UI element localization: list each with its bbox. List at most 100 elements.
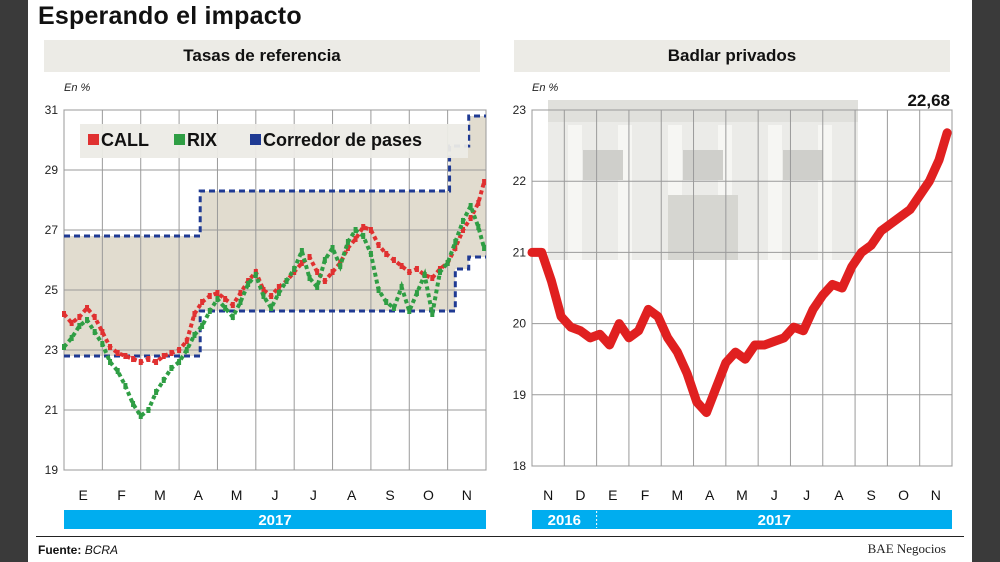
series-rix-point	[284, 278, 289, 284]
series-call-point	[307, 254, 312, 260]
building-photo	[548, 100, 858, 260]
series-rix-point	[77, 323, 82, 329]
series-call-point	[215, 290, 220, 296]
series-rix-point	[476, 224, 481, 230]
series-rix-point	[115, 368, 120, 374]
source-note: Fuente: BCRA	[38, 543, 118, 557]
series-rix-point	[315, 284, 320, 290]
series-call-point	[399, 263, 404, 269]
series-call-point	[123, 353, 128, 359]
series-rix-point	[422, 272, 427, 278]
month-label: J	[310, 487, 317, 503]
footer-rule	[36, 536, 964, 537]
month-label: N	[931, 487, 941, 503]
building-cornice	[548, 100, 858, 122]
series-call-point	[453, 245, 458, 251]
series-rix-point	[437, 269, 442, 275]
month-label: N	[543, 487, 553, 503]
series-rix-point	[246, 281, 251, 287]
y-tick-label: 22	[513, 174, 527, 188]
series-rix-point	[215, 296, 220, 302]
tasas-de-referencia-chart: 19 21 23 25 27 29 31 CALL RIX Corredor de pases E F…	[45, 103, 487, 529]
source-value: BCRA	[84, 543, 119, 557]
series-call-point	[261, 287, 266, 293]
series-rix-point	[146, 407, 151, 413]
series-rix-point	[138, 413, 143, 419]
month-label: M	[736, 487, 748, 503]
legend-swatch	[88, 134, 99, 145]
building-window	[783, 150, 823, 180]
month-label: J	[272, 487, 279, 503]
legend-entry: Corredor de pases	[263, 130, 422, 150]
series-rix-point	[460, 218, 465, 224]
series-rix-point	[307, 275, 312, 281]
month-label: N	[462, 487, 472, 503]
series-rix-point	[368, 251, 373, 257]
series-call-point	[315, 269, 320, 275]
series-call-point	[146, 356, 151, 362]
series-call-point	[238, 290, 243, 296]
y-tick-label: 27	[45, 223, 59, 237]
series-call-point	[230, 302, 235, 308]
building-column	[568, 125, 582, 260]
series-call-point	[476, 200, 481, 206]
series-rix-point	[276, 290, 281, 296]
series-call-point	[85, 305, 90, 311]
series-rix-point	[391, 305, 396, 311]
series-call-point	[391, 257, 396, 263]
series-rix-point	[330, 245, 335, 251]
series-call-point	[161, 353, 166, 359]
series-call-point	[276, 284, 281, 290]
series-call-point	[154, 359, 159, 365]
last-value-label: 22,68	[907, 91, 950, 110]
y-tick-label: 21	[45, 403, 59, 417]
series-rix-point	[376, 287, 381, 293]
series-rix-point	[92, 329, 97, 335]
series-rix-point	[62, 344, 66, 350]
series-rix-point	[108, 359, 113, 365]
building-window	[683, 150, 723, 180]
series-rix-point	[414, 290, 419, 296]
legend-swatch	[250, 134, 261, 145]
series-call-point	[353, 236, 358, 242]
building-door	[668, 195, 738, 260]
source-label: Fuente:	[38, 543, 82, 557]
series-call-point	[138, 359, 143, 365]
series-rix-point	[353, 227, 358, 233]
series-rix-point	[223, 305, 228, 311]
series-rix-point	[399, 284, 404, 290]
y-tick-label: 25	[45, 283, 59, 297]
series-rix-point	[154, 389, 159, 395]
series-call-point	[368, 227, 373, 233]
building-column	[618, 125, 632, 260]
corridor-upper-line	[64, 114, 486, 238]
series-rix-point	[261, 293, 266, 299]
series-rix-point	[407, 308, 412, 314]
year-band	[532, 510, 952, 529]
series-call-point	[299, 260, 304, 266]
series-rix-point	[322, 257, 327, 263]
series-rix-point	[430, 311, 435, 317]
month-label: F	[641, 487, 650, 503]
year-label-2016: 2016	[548, 512, 581, 529]
series-call-point	[184, 338, 189, 344]
y-tick-label: 29	[45, 163, 59, 177]
month-label: E	[608, 487, 617, 503]
legend-box	[80, 124, 468, 158]
month-label: O	[423, 487, 434, 503]
series-call-point	[482, 179, 487, 185]
series-call-point	[92, 314, 97, 320]
y-tick-label: 21	[513, 245, 527, 259]
series-rix-point	[230, 314, 235, 320]
series-rix-point	[361, 233, 366, 239]
series-call-point	[361, 224, 366, 230]
series-rix-point	[207, 308, 212, 314]
series-rix-point	[100, 341, 105, 347]
month-label: J	[803, 487, 810, 503]
y-tick-label: 19	[513, 388, 527, 402]
series-rix-point	[238, 299, 243, 305]
series-call-point	[223, 296, 228, 302]
legend-swatch	[174, 134, 185, 145]
month-label: A	[834, 487, 844, 503]
series-rix-point	[184, 347, 189, 353]
